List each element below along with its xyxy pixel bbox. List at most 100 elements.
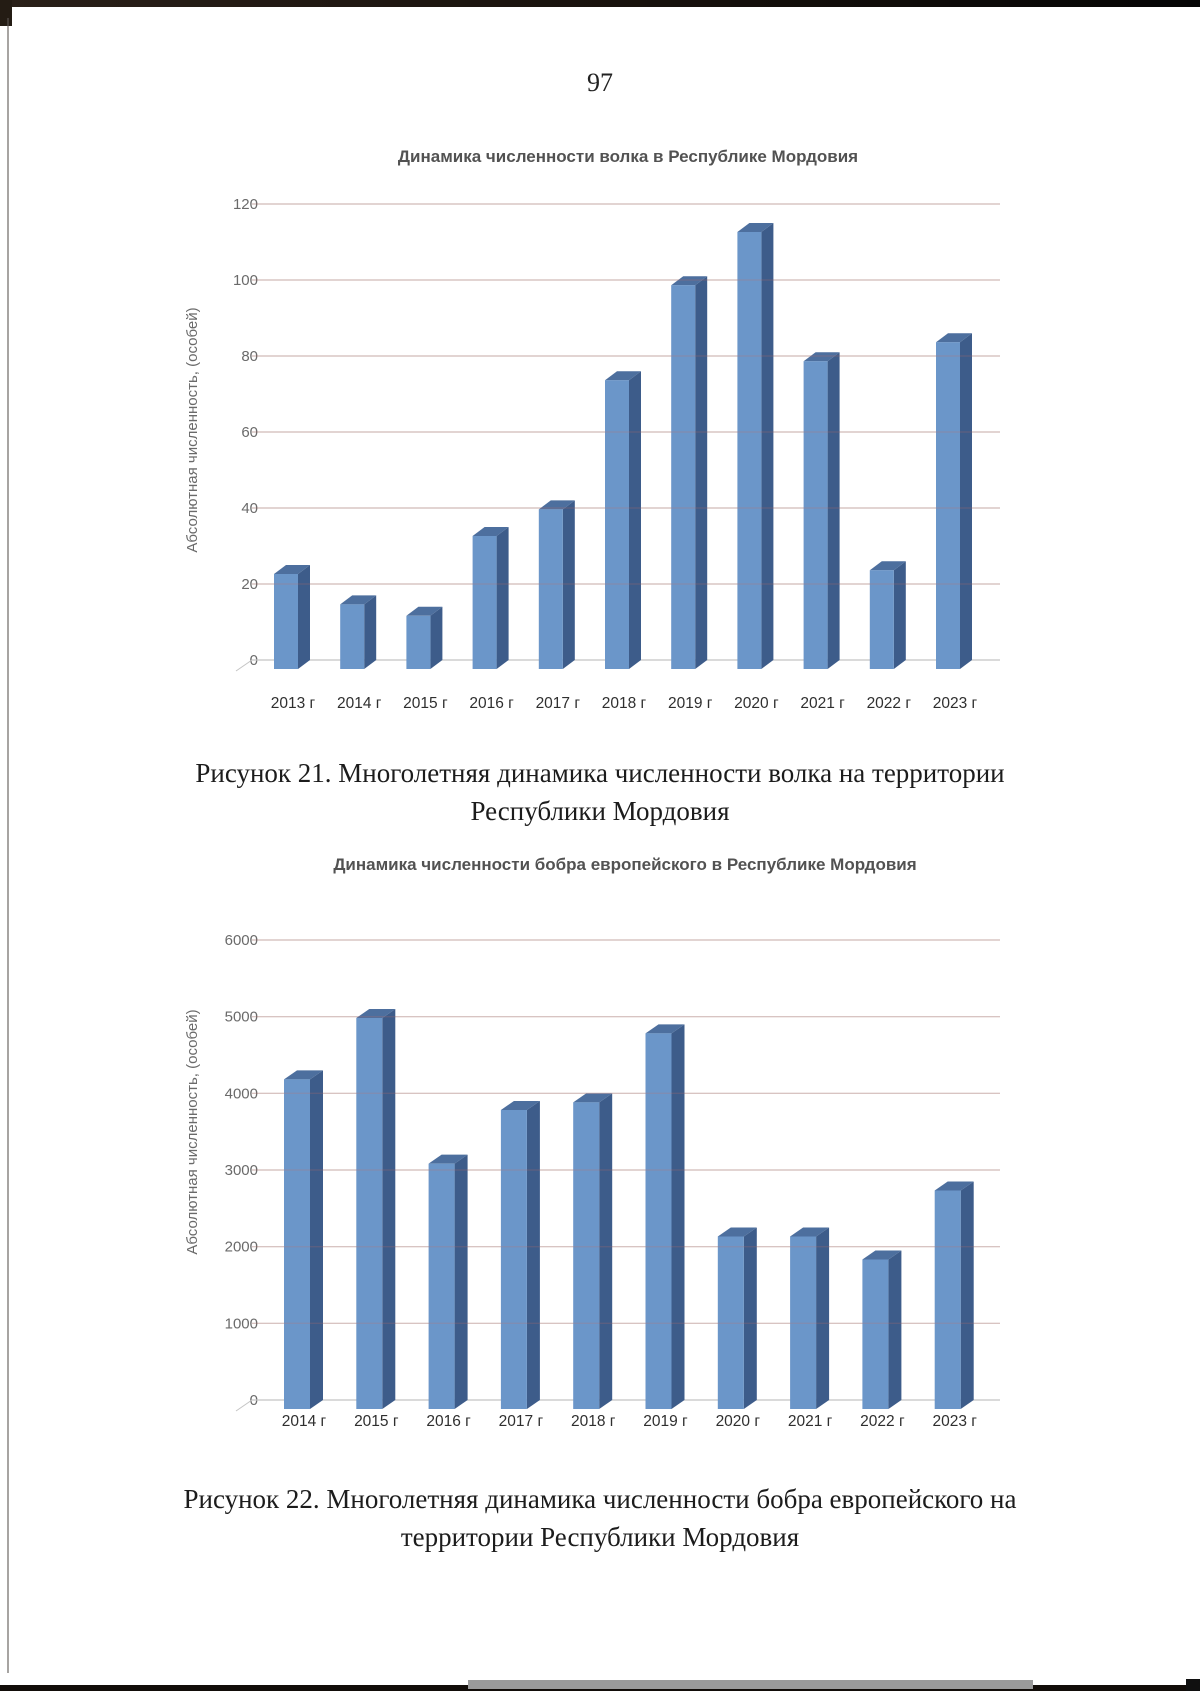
- bar-2015: [356, 1009, 396, 1409]
- x-tick-label: 2019 г: [668, 695, 713, 712]
- bar-2017: [500, 1101, 540, 1409]
- bar-side-face: [743, 1227, 757, 1409]
- bar-side-face: [562, 500, 575, 669]
- bar-side-face: [526, 1101, 540, 1409]
- bar-top-face: [936, 333, 972, 343]
- bar-top-face: [645, 1024, 685, 1034]
- bar-front-face: [717, 1236, 744, 1409]
- bar-side-face: [827, 352, 840, 669]
- x-tick-label: 2016 г: [426, 1413, 471, 1430]
- figure-21-caption-line1: Рисунок 21. Многолетняя динамика численн…: [195, 758, 1005, 788]
- x-tick-label: 2014 г: [282, 1413, 327, 1430]
- bar-2022: [862, 1250, 902, 1409]
- bar-side-face: [893, 561, 906, 669]
- axis-origin-edge: [235, 659, 253, 672]
- bar-front-face: [862, 1259, 889, 1409]
- x-tick-label: 2022 г: [860, 1413, 905, 1430]
- x-tick-label: 2023 г: [933, 695, 978, 712]
- bar-2018: [605, 371, 641, 669]
- bar-front-face: [274, 574, 298, 669]
- bar-front-face: [737, 232, 762, 669]
- bar-top-face: [717, 1227, 757, 1237]
- bar-2017: [538, 500, 575, 669]
- y-tick-label: 3000: [225, 1162, 258, 1179]
- bar-front-face: [645, 1033, 672, 1409]
- x-tick-label: 2019 г: [643, 1413, 688, 1430]
- bar-top-face: [538, 500, 575, 510]
- bar-2013: [274, 565, 310, 669]
- bar-top-face: [737, 223, 774, 232]
- figure-22-caption-line2: территории Республики Мордовия: [400, 1522, 800, 1552]
- x-tick-label: 2016 г: [469, 695, 514, 712]
- x-tick-label: 2022 г: [867, 695, 912, 712]
- bar-top-face: [284, 1070, 323, 1080]
- chart-title: Динамика численности бобра европейского …: [333, 855, 916, 874]
- y-axis-title: Абсолютная численность, (особей): [184, 1009, 201, 1254]
- x-tick-label: 2015 г: [354, 1413, 399, 1430]
- bar-top-face: [500, 1101, 540, 1110]
- bar-side-face: [960, 333, 972, 669]
- bar-top-face: [340, 595, 377, 605]
- axis-origin-edge: [235, 1399, 253, 1412]
- bar-top-face: [356, 1009, 396, 1018]
- bar-front-face: [538, 509, 563, 669]
- bar-side-face: [310, 1070, 323, 1409]
- x-tick-label: 2013 г: [271, 695, 316, 712]
- chart-canvas: Динамика численности волка в Республике …: [184, 147, 1000, 712]
- bar-top-face: [472, 527, 509, 536]
- x-tick-label: 2020 г: [716, 1413, 761, 1430]
- bar-2015: [406, 606, 443, 669]
- chart-title: Динамика численности волка в Республике …: [398, 147, 858, 166]
- bar-side-face: [430, 606, 443, 669]
- bar-side-face: [888, 1250, 902, 1409]
- bar-2020: [717, 1227, 757, 1409]
- bar-front-face: [605, 380, 629, 669]
- page-number: 97: [587, 68, 613, 97]
- bar-2018: [573, 1093, 613, 1409]
- bar-front-face: [671, 285, 696, 669]
- bar-2023: [934, 1181, 974, 1409]
- x-tick-label: 2017 г: [536, 695, 581, 712]
- scan-edge-left: [7, 18, 9, 1673]
- bar-side-face: [496, 527, 509, 669]
- bar-top-face: [862, 1250, 902, 1260]
- scan-edge-bottom-gray: [468, 1680, 1033, 1689]
- bar-front-face: [803, 361, 828, 669]
- x-tick-label: 2017 г: [499, 1413, 544, 1430]
- bar-side-face: [382, 1009, 396, 1409]
- figure-21-caption: Рисунок 21. Многолетняя динамика численн…: [0, 754, 1200, 830]
- bar-side-face: [960, 1181, 974, 1409]
- bar-2016: [472, 527, 509, 669]
- bar-2023: [936, 333, 972, 669]
- y-axis-title: Абсолютная численность, (особей): [184, 307, 201, 552]
- bar-front-face: [428, 1163, 455, 1409]
- bar-side-face: [454, 1154, 468, 1409]
- bar-front-face: [356, 1018, 383, 1409]
- scan-corner-top-left: [0, 0, 12, 26]
- bar-front-face: [869, 570, 894, 669]
- bar-front-face: [934, 1190, 961, 1409]
- bar-side-face: [816, 1227, 830, 1409]
- bar-2016: [428, 1154, 468, 1409]
- figure-22-caption-line1: Рисунок 22. Многолетняя динамика численн…: [183, 1484, 1017, 1514]
- y-tick-label: 6000: [225, 932, 258, 949]
- y-tick-label: 4000: [225, 1085, 258, 1102]
- figure-22-caption: Рисунок 22. Многолетняя динамика численн…: [0, 1480, 1200, 1556]
- bar-top-face: [803, 352, 840, 362]
- bar-top-face: [671, 276, 708, 286]
- wolf-population-chart: Динамика численности волка в Республике …: [170, 140, 1050, 760]
- bar-front-face: [500, 1110, 527, 1409]
- bar-front-face: [936, 342, 960, 669]
- figure-21-caption-line2: Республики Мордовия: [470, 796, 730, 826]
- y-tick-label: 120: [233, 196, 258, 213]
- x-tick-label: 2018 г: [571, 1413, 616, 1430]
- bar-top-face: [934, 1181, 974, 1191]
- bar-front-face: [340, 604, 365, 669]
- bar-side-face: [364, 595, 377, 669]
- bar-2022: [869, 561, 906, 669]
- x-tick-label: 2018 г: [602, 695, 647, 712]
- bar-front-face: [284, 1079, 310, 1409]
- bar-front-face: [573, 1102, 600, 1409]
- chart-canvas: Динамика численности бобра европейского …: [184, 855, 1000, 1430]
